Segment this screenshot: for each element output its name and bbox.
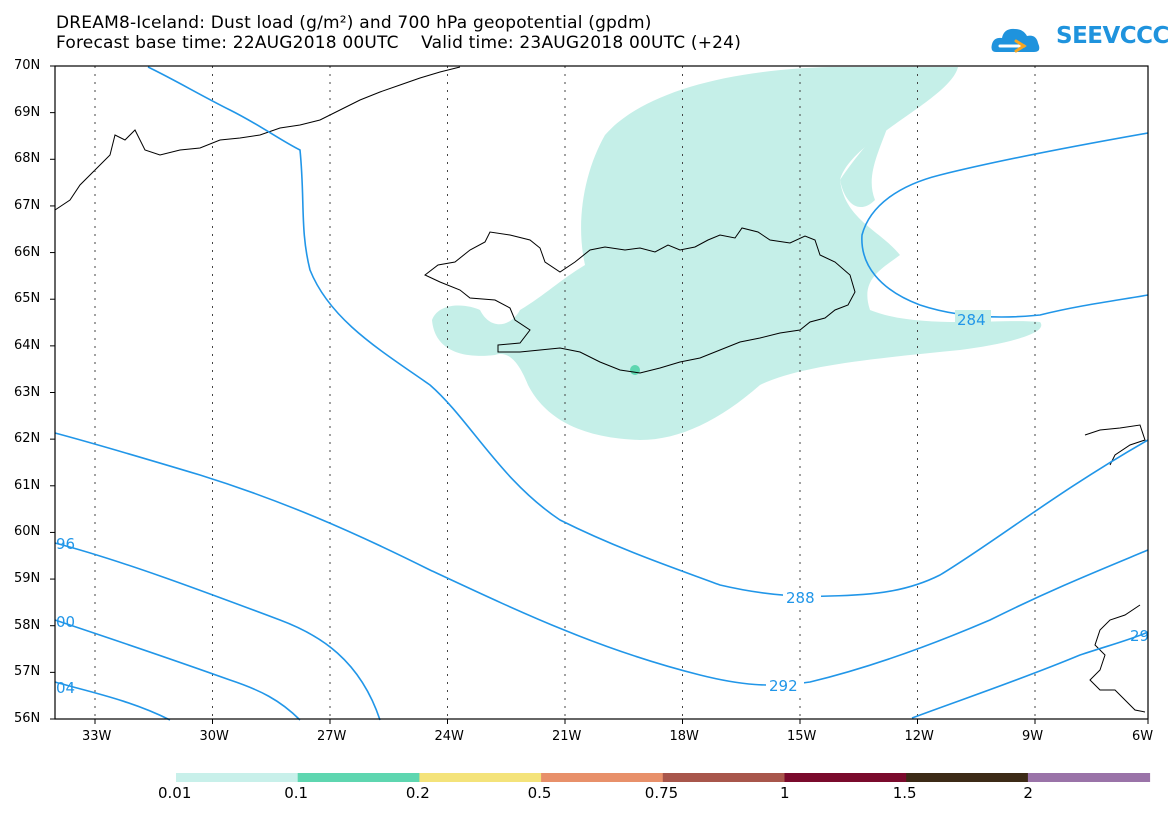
lon-label: 18W [669, 729, 699, 744]
legend-label: 1 [780, 784, 790, 802]
legend-swatch [906, 773, 1029, 782]
legend-colorbar [176, 773, 1151, 782]
contour-label: 00 [56, 613, 75, 631]
lon-label: 30W [199, 729, 229, 744]
legend-swatch [784, 773, 907, 782]
map-title: DREAM8-Iceland: Dust load (g/m²) and 700… [56, 13, 652, 33]
contour-label: 288 [786, 589, 815, 607]
legend-swatch [1027, 773, 1151, 782]
lat-label: 67N [14, 197, 41, 213]
lat-label: 65N [14, 291, 41, 307]
lat-label: 66N [14, 244, 41, 260]
legend-swatch [297, 773, 420, 782]
norway-coast [1084, 424, 1146, 466]
legend-label: 0.2 [405, 784, 430, 802]
legend-label: 0.01 [158, 784, 192, 802]
legend-swatch [419, 773, 542, 782]
iceland-coast [424, 227, 856, 374]
lon-label: 24W [434, 729, 464, 744]
lat-label: 56N [14, 711, 41, 726]
contour-label: 29 [1130, 627, 1149, 645]
contour-labels: 284 288 292 96 00 04 29 [56, 310, 1149, 697]
lat-label: 59N [14, 571, 41, 587]
lat-label: 60N [14, 524, 41, 540]
lat-label: 68N [14, 151, 41, 167]
legend-label: 0.75 [644, 784, 679, 802]
legend-label: 0.1 [284, 784, 309, 802]
greenland-coast [54, 66, 461, 211]
legend-swatch [176, 773, 299, 782]
contour-label: 292 [769, 677, 798, 695]
logo-text: SEEVCCC [1056, 23, 1169, 49]
lat-label: 58N [14, 617, 41, 633]
lat-label: 57N [14, 664, 41, 680]
lat-label: 70N [14, 58, 41, 73]
legend-label: 1.5 [892, 784, 917, 802]
dust-shading [432, 67, 1042, 440]
map-subtitle: Forecast base time: 22AUG2018 00UTC Vali… [56, 33, 742, 53]
lon-label: 12W [904, 729, 934, 744]
lon-label: 33W [82, 729, 112, 744]
lon-label: 9W [1022, 729, 1044, 744]
legend-swatch [541, 773, 664, 782]
lon-label: 21W [552, 729, 582, 744]
lat-label: 62N [14, 431, 41, 447]
scotland-coast [1089, 604, 1146, 713]
legend-swatch [662, 773, 785, 782]
contour-label: 04 [56, 679, 75, 697]
axis-ticks [50, 65, 1149, 724]
contour-label: 284 [957, 311, 986, 329]
legend-label: 2 [1023, 784, 1033, 802]
lat-lon-grid [94, 66, 1036, 719]
coastlines [54, 66, 1146, 713]
lat-label: 61N [14, 477, 41, 493]
lon-label: 15W [787, 729, 817, 744]
lon-label: 6W [1132, 729, 1154, 744]
geopotential-contours [54, 66, 1149, 721]
cloud-logo-icon [991, 28, 1040, 53]
legend-label: 0.5 [527, 784, 552, 802]
lat-label: 69N [14, 104, 41, 120]
lat-label: 63N [14, 384, 41, 400]
lon-label: 27W [317, 729, 347, 744]
lat-label: 64N [14, 337, 41, 353]
contour-label: 96 [56, 535, 75, 553]
